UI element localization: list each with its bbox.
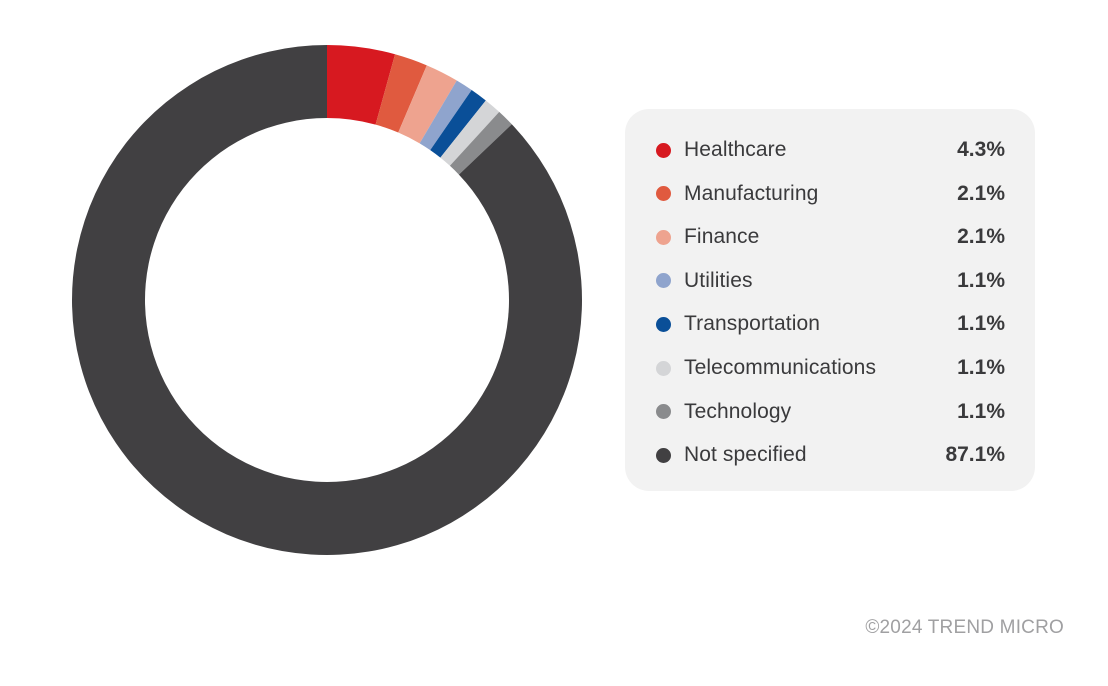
legend-value-telecommunications: 1.1% [957, 356, 1005, 379]
legend-value-not-specified: 87.1% [945, 443, 1005, 467]
legend-value-utilities: 1.1% [957, 268, 1005, 292]
legend-value-healthcare: 4.3% [957, 138, 1005, 161]
legend-item-transportation: Transportation 1.1% [625, 309, 1035, 339]
copyright-notice: ©2024 TREND MICRO [865, 617, 1064, 638]
legend-label-finance: Finance [684, 225, 760, 249]
legend-item-finance: Finance 2.1% [625, 222, 1035, 252]
donut-slice-finance [398, 65, 457, 144]
legend-value-manufacturing: 2.1% [957, 181, 1005, 205]
donut-slice-healthcare [327, 45, 396, 125]
legend-item-healthcare: Healthcare 4.3% [625, 135, 1035, 165]
legend-item-not-specified: Not specified 87.1% [625, 440, 1035, 470]
donut-slice-technology [449, 111, 512, 175]
donut-slice-telecommunications [440, 100, 500, 166]
chart-legend: Healthcare 4.3% Manufacturing 2.1% Finance 2.… [625, 109, 1035, 491]
legend-swatch-technology [656, 404, 671, 420]
legend-swatch-healthcare [656, 142, 671, 158]
legend-label-not-specified: Not specified [684, 443, 807, 467]
legend-value-finance: 2.1% [957, 225, 1005, 249]
legend-swatch-finance [656, 229, 671, 245]
legend-value-transportation: 1.1% [957, 312, 1005, 336]
legend-swatch-transportation [656, 316, 671, 332]
legend-item-telecommunications: Telecommunications 1.1% [625, 353, 1035, 383]
legend-item-utilities: Utilities 1.1% [625, 266, 1035, 296]
donut-slice-utilities [419, 80, 472, 151]
legend-swatch-telecommunications [656, 360, 671, 376]
legend-value-technology: 1.1% [957, 399, 1005, 423]
legend-label-healthcare: Healthcare [684, 138, 787, 161]
legend-swatch-not-specified [656, 447, 671, 463]
donut-slice-manufacturing [375, 54, 427, 133]
donut-chart [71, 45, 582, 555]
legend-label-technology: Technology [684, 399, 792, 423]
legend-swatch-manufacturing [656, 186, 671, 202]
legend-label-transportation: Transportation [684, 312, 821, 336]
legend-item-technology: Technology 1.1% [625, 397, 1035, 427]
legend-label-telecommunications: Telecommunications [684, 356, 877, 379]
legend-label-manufacturing: Manufacturing [684, 181, 819, 205]
legend-item-manufacturing: Manufacturing 2.1% [625, 179, 1035, 209]
legend-swatch-utilities [656, 273, 671, 289]
legend-label-utilities: Utilities [684, 268, 753, 292]
donut-slice-transportation [430, 89, 486, 158]
